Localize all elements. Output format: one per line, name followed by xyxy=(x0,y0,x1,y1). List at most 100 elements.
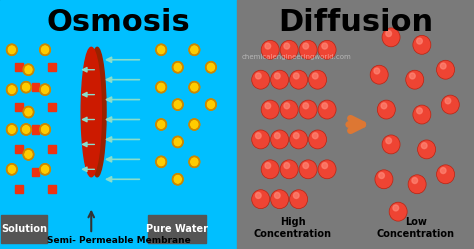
Circle shape xyxy=(274,73,280,79)
Circle shape xyxy=(318,40,336,59)
Circle shape xyxy=(23,107,34,118)
Circle shape xyxy=(173,99,183,110)
Circle shape xyxy=(393,205,399,211)
Circle shape xyxy=(293,192,299,198)
Circle shape xyxy=(408,175,426,194)
Text: Pure Water: Pure Water xyxy=(146,224,208,234)
Circle shape xyxy=(386,31,392,37)
Circle shape xyxy=(299,160,317,179)
Circle shape xyxy=(382,135,400,154)
Circle shape xyxy=(303,43,309,49)
Circle shape xyxy=(280,40,298,59)
Circle shape xyxy=(40,164,50,175)
Circle shape xyxy=(284,103,290,109)
Circle shape xyxy=(309,130,327,149)
Circle shape xyxy=(374,68,380,74)
Text: Low
Concentration: Low Concentration xyxy=(377,217,455,239)
Circle shape xyxy=(40,84,50,95)
Ellipse shape xyxy=(88,47,106,177)
Circle shape xyxy=(299,100,317,119)
Circle shape xyxy=(274,192,280,198)
Circle shape xyxy=(7,84,17,95)
Circle shape xyxy=(303,163,309,169)
Circle shape xyxy=(322,43,328,49)
Circle shape xyxy=(445,98,451,104)
Circle shape xyxy=(312,133,318,139)
Circle shape xyxy=(40,124,50,135)
Text: Diffusion: Diffusion xyxy=(278,8,433,37)
Circle shape xyxy=(252,130,270,149)
Circle shape xyxy=(21,124,31,135)
Circle shape xyxy=(377,100,395,119)
Circle shape xyxy=(23,64,34,75)
Circle shape xyxy=(265,163,271,169)
Text: Osmosis: Osmosis xyxy=(46,8,191,37)
Circle shape xyxy=(417,108,422,114)
Circle shape xyxy=(265,103,271,109)
Circle shape xyxy=(318,100,336,119)
Circle shape xyxy=(322,163,328,169)
Circle shape xyxy=(156,156,166,167)
Circle shape xyxy=(421,143,427,149)
Circle shape xyxy=(173,174,183,185)
Circle shape xyxy=(410,73,415,79)
Circle shape xyxy=(271,70,289,89)
Circle shape xyxy=(309,70,327,89)
Circle shape xyxy=(255,192,261,198)
Circle shape xyxy=(379,173,384,179)
Circle shape xyxy=(440,63,446,69)
Circle shape xyxy=(418,140,436,159)
Circle shape xyxy=(265,43,271,49)
Circle shape xyxy=(189,44,200,55)
Ellipse shape xyxy=(81,47,101,177)
Circle shape xyxy=(381,103,387,109)
Circle shape xyxy=(21,82,31,93)
Circle shape xyxy=(318,160,336,179)
Circle shape xyxy=(252,70,270,89)
Circle shape xyxy=(312,73,318,79)
Circle shape xyxy=(417,38,422,44)
Circle shape xyxy=(386,138,392,144)
Circle shape xyxy=(156,119,166,130)
Circle shape xyxy=(7,124,17,135)
Circle shape xyxy=(284,163,290,169)
Text: High
Concentration: High Concentration xyxy=(254,217,332,239)
Circle shape xyxy=(437,60,455,79)
Circle shape xyxy=(206,99,216,110)
Bar xyxy=(0,0,237,249)
Text: Semi- Permeable Membrane: Semi- Permeable Membrane xyxy=(46,236,191,245)
Circle shape xyxy=(255,133,261,139)
Circle shape xyxy=(412,178,418,184)
Bar xyxy=(237,0,474,249)
Circle shape xyxy=(274,133,280,139)
Circle shape xyxy=(173,136,183,147)
Circle shape xyxy=(206,62,216,73)
Circle shape xyxy=(271,130,289,149)
Circle shape xyxy=(261,160,279,179)
Circle shape xyxy=(406,70,424,89)
Circle shape xyxy=(322,103,328,109)
Circle shape xyxy=(293,133,299,139)
Circle shape xyxy=(189,82,200,93)
Text: chemicalengineeringworld.com: chemicalengineeringworld.com xyxy=(242,54,352,60)
Circle shape xyxy=(290,130,308,149)
Circle shape xyxy=(23,149,34,160)
Circle shape xyxy=(156,82,166,93)
Circle shape xyxy=(252,190,270,209)
Circle shape xyxy=(255,73,261,79)
Circle shape xyxy=(413,105,431,124)
Circle shape xyxy=(440,168,446,174)
Circle shape xyxy=(375,170,393,189)
Circle shape xyxy=(290,70,308,89)
Circle shape xyxy=(284,43,290,49)
Circle shape xyxy=(441,95,459,114)
Circle shape xyxy=(271,190,289,209)
Circle shape xyxy=(413,35,431,54)
Text: Solution: Solution xyxy=(1,224,47,234)
Circle shape xyxy=(280,100,298,119)
Circle shape xyxy=(40,44,50,55)
Circle shape xyxy=(189,119,200,130)
Circle shape xyxy=(389,202,407,221)
Circle shape xyxy=(437,165,455,184)
Circle shape xyxy=(370,65,388,84)
